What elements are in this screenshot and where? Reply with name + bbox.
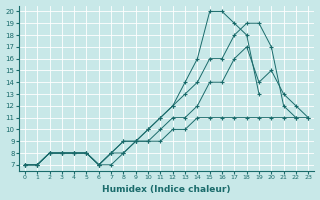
X-axis label: Humidex (Indice chaleur): Humidex (Indice chaleur) bbox=[102, 185, 231, 194]
